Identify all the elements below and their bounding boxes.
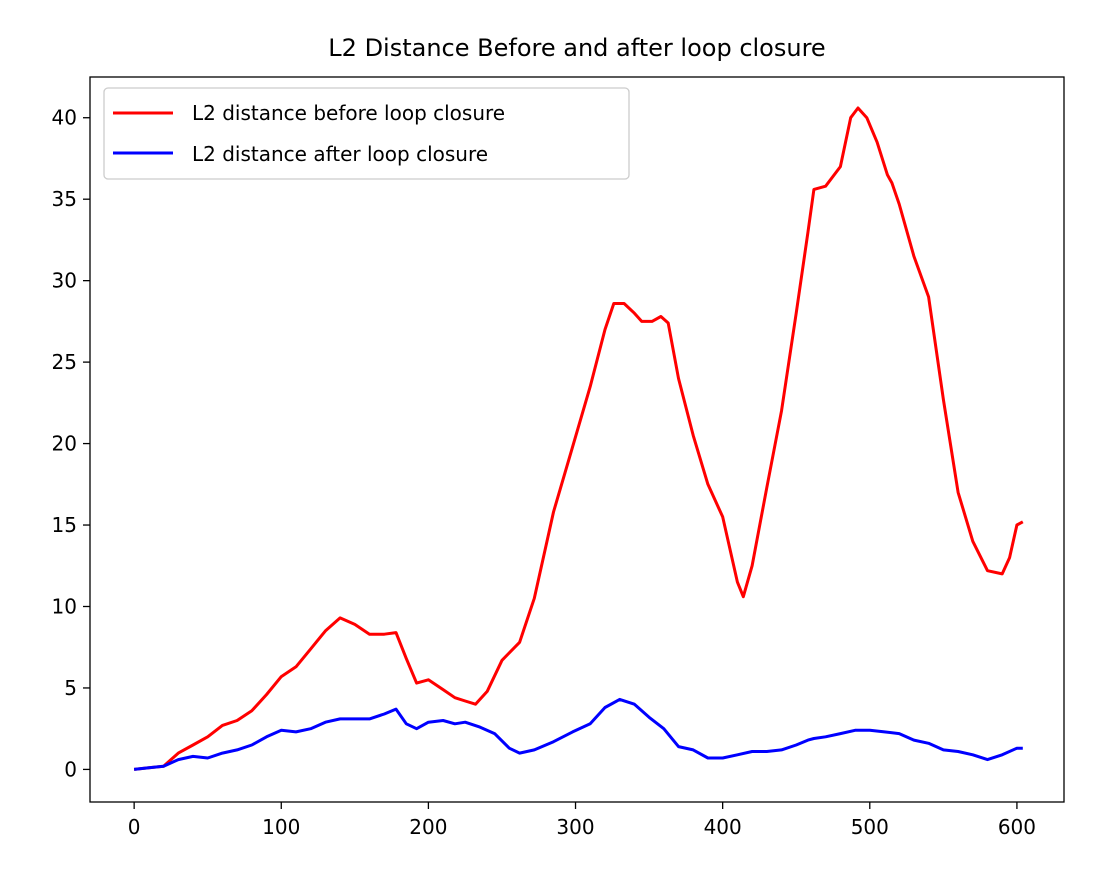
- series-line-after: [133, 697, 1023, 771]
- series-lines: [133, 106, 1024, 771]
- legend-label-before: L2 distance before loop closure: [192, 101, 505, 125]
- y-tick-label: 20: [52, 432, 77, 456]
- x-tick-label: 100: [262, 815, 300, 839]
- x-axis: 0 100 200 300 400 500 600: [128, 802, 1036, 839]
- series-line-before: [133, 106, 1024, 771]
- y-axis: 0 5 10 15 20 25 30 35 40: [52, 106, 90, 781]
- legend-label-after: L2 distance after loop closure: [192, 142, 488, 166]
- y-tick-label: 10: [52, 594, 77, 618]
- y-tick-label: 5: [64, 676, 77, 700]
- plot-area: [89, 76, 1065, 803]
- chart-title: L2 Distance Before and after loop closur…: [328, 34, 825, 62]
- x-tick-label: 0: [128, 815, 141, 839]
- y-tick-label: 35: [52, 187, 77, 211]
- x-tick-label: 500: [851, 815, 889, 839]
- y-tick-label: 25: [52, 350, 77, 374]
- y-tick-label: 30: [52, 269, 77, 293]
- x-tick-label: 300: [556, 815, 594, 839]
- y-tick-label: 40: [52, 106, 77, 130]
- x-tick-label: 200: [409, 815, 447, 839]
- legend-frame: [103, 87, 630, 180]
- x-tick-label: 400: [704, 815, 742, 839]
- legend: L2 distance before loop closure L2 dista…: [103, 87, 630, 180]
- x-tick-label: 600: [998, 815, 1036, 839]
- y-tick-label: 15: [52, 513, 77, 537]
- y-tick-label: 0: [64, 757, 77, 781]
